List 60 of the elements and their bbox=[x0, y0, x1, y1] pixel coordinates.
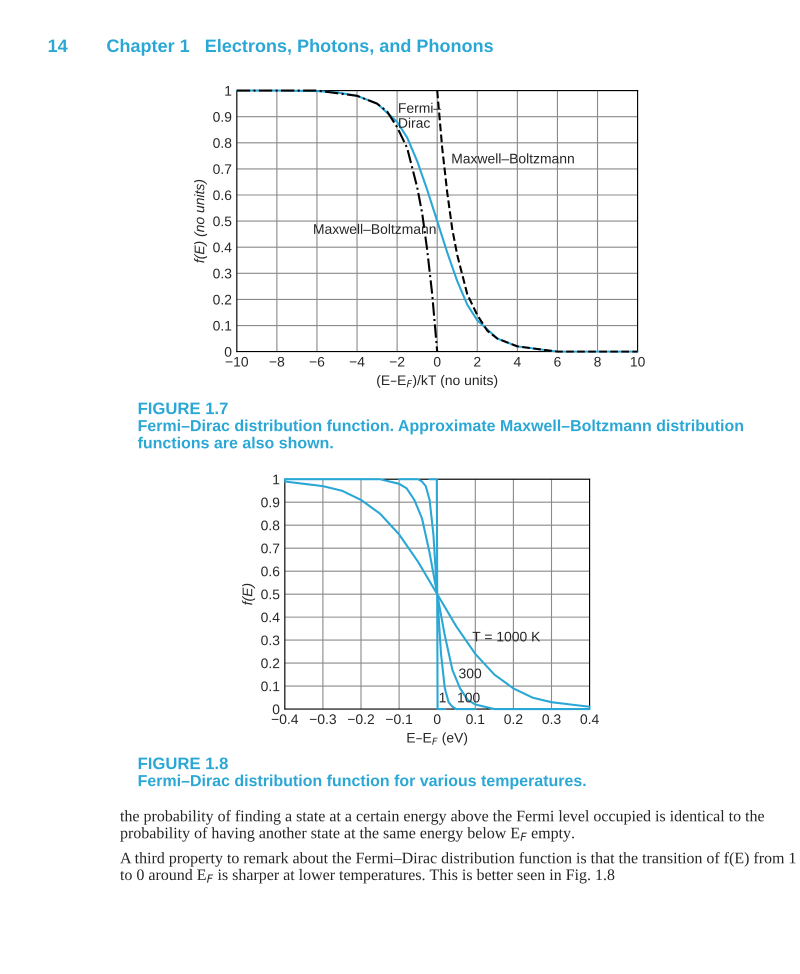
y-tick-label: 0.6 bbox=[213, 190, 232, 200]
x-tick-label: −6 bbox=[310, 356, 324, 367]
y-axis-title: f(E) bbox=[242, 584, 256, 605]
y-tick-label: 0.9 bbox=[213, 112, 232, 122]
annotation: Fermi– Dirac bbox=[399, 102, 442, 128]
text: Chapter 1 Electrons, Photons, and Phonons bbox=[107, 38, 493, 56]
x-tick-label: −10 bbox=[226, 356, 248, 367]
x-axis-title: (E–E$_{F}$)/kT (no units) bbox=[377, 374, 498, 388]
text: the probability of finding a state at a certain energy above the Fermi level occupied is identical to the probability of having another state at the same energy below E$_{F}$ empty. bbox=[120, 810, 764, 842]
y-tick-label: 0.9 bbox=[261, 498, 280, 508]
text: FIGURE 1.7 bbox=[138, 402, 228, 414]
y-axis-title: f(E) (no units) bbox=[194, 180, 208, 263]
y-tick-label: 0.4 bbox=[213, 242, 232, 252]
x-tick-label: 6 bbox=[554, 356, 561, 367]
y-tick-label: 0.3 bbox=[213, 268, 232, 278]
x-tick-label: 0 bbox=[434, 714, 441, 724]
text: Fermi–Dirac distribution function for various temperatures. bbox=[138, 774, 586, 790]
y-tick-label: 0.1 bbox=[213, 320, 232, 331]
x-tick-label: −0.3 bbox=[310, 714, 336, 724]
x-axis-title: E–E$_{F}$ (eV) bbox=[407, 732, 468, 746]
annotation: Maxwell–Boltzmann bbox=[314, 224, 436, 234]
text: FIGURE 1.8 bbox=[138, 757, 228, 770]
text: Fermi–Dirac distribution function. Approximate Maxwell–Boltzmann distribution functions are also shown. bbox=[138, 420, 744, 448]
x-tick-label: 0.2 bbox=[504, 714, 522, 724]
y-tick-label: 0.2 bbox=[213, 294, 232, 305]
annotation: T = 1000 K bbox=[472, 632, 540, 642]
y-tick-label: 0 bbox=[272, 704, 280, 714]
y-tick-label: 0.8 bbox=[261, 520, 280, 530]
y-tick-label: 0 bbox=[224, 346, 232, 357]
y-tick-label: 0.6 bbox=[261, 566, 280, 576]
y-tick-label: 0.1 bbox=[261, 681, 280, 692]
annotation: 1 bbox=[440, 692, 446, 702]
y-tick-label: 0.8 bbox=[213, 138, 232, 148]
y-tick-label: 0.3 bbox=[261, 635, 280, 646]
text: 14 bbox=[48, 40, 68, 52]
y-tick-label: 0.7 bbox=[213, 164, 232, 174]
x-tick-label: 10 bbox=[630, 356, 645, 367]
y-tick-label: 0.7 bbox=[261, 544, 280, 554]
x-tick-label: 8 bbox=[594, 356, 601, 367]
y-tick-label: 1 bbox=[225, 86, 232, 96]
annotation: 300 bbox=[459, 668, 482, 678]
x-tick-label: 4 bbox=[514, 356, 521, 367]
y-tick-label: 1 bbox=[273, 474, 280, 484]
x-tick-label: −4 bbox=[350, 356, 365, 367]
x-tick-label: 0.4 bbox=[580, 714, 599, 724]
y-tick-label: 0.5 bbox=[261, 589, 280, 600]
y-tick-label: 0.2 bbox=[261, 658, 280, 668]
x-tick-label: −0.1 bbox=[386, 714, 412, 724]
x-tick-label: 0 bbox=[434, 356, 441, 367]
x-tick-label: 2 bbox=[474, 356, 480, 367]
y-tick-label: 0.4 bbox=[261, 612, 280, 622]
x-tick-label: −8 bbox=[270, 356, 284, 367]
x-tick-label: −0.4 bbox=[272, 714, 298, 724]
x-tick-label: 0.3 bbox=[542, 714, 561, 724]
annotation: Maxwell–Boltzmann bbox=[452, 153, 574, 164]
x-tick-label: −0.2 bbox=[348, 714, 374, 724]
text: A third property to remark about the Fermi–Dirac distribution function is that the transition of f(E) from 1 to 0 around E$_{F}$ is sharper at lower temperatures. This is better seen in Fig. 1.8 bbox=[120, 852, 796, 884]
y-tick-label: 0.5 bbox=[213, 216, 232, 226]
x-tick-label: −2 bbox=[390, 356, 404, 367]
x-tick-label: 0.1 bbox=[466, 714, 484, 724]
